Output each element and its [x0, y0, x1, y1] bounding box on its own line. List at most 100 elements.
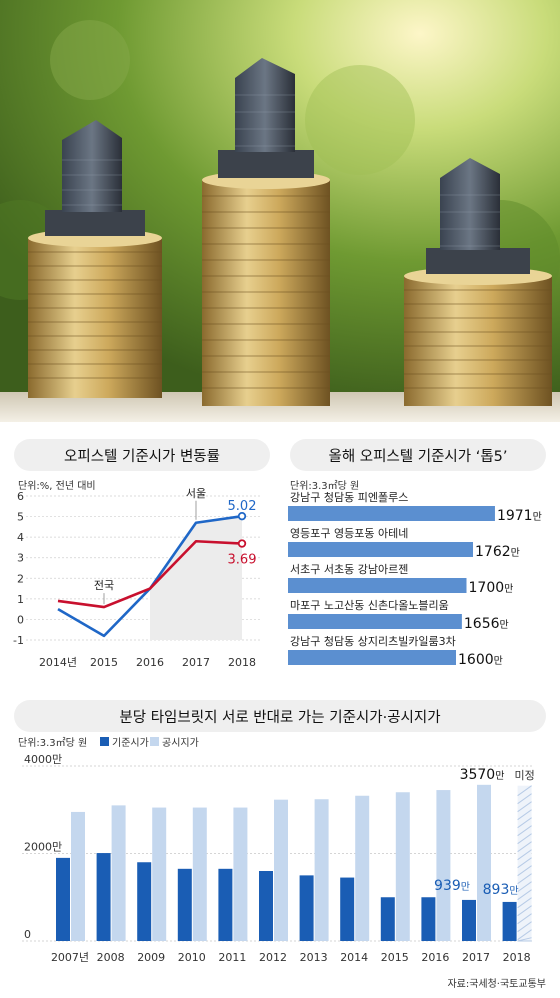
pending-hatch	[517, 913, 532, 925]
pending-hatch	[517, 817, 532, 829]
top5-value-label: 1762만	[475, 544, 520, 560]
bar-base-price	[380, 897, 395, 941]
top5-chart-title: 올해 오피스텔 기준시가 ‘톱5’	[290, 439, 546, 471]
pending-hatch	[517, 905, 532, 917]
end-value-label: 5.02	[228, 499, 257, 514]
top5-chart-unit: 단위:3.3㎡당 원	[290, 481, 360, 492]
bar-official-price	[477, 784, 491, 941]
x-tick-label: 2007년	[51, 951, 89, 964]
top5-bar	[288, 542, 474, 557]
top5-item-label: 서초구 서초동 강남아르젠	[290, 563, 408, 576]
y-tick-label: 2000만	[24, 841, 62, 854]
x-tick-label: 2011	[218, 951, 246, 964]
pending-hatch	[517, 937, 532, 942]
bar-chart-unit: 단위:3.3㎡당 원	[18, 736, 87, 749]
bar-base-price	[502, 901, 517, 941]
top5-item-label: 마포구 노고산동 신촌다올노블리움	[290, 599, 449, 612]
pending-hatch	[517, 873, 532, 885]
y-tick-label: 6	[17, 490, 24, 503]
x-tick-label: 2017	[462, 951, 490, 964]
pending-hatch	[517, 833, 532, 845]
pending-hatch	[517, 849, 532, 861]
top5-bar	[288, 506, 495, 521]
y-tick-label: 0	[17, 613, 24, 626]
y-tick-label: 5	[17, 511, 24, 524]
y-tick-label: 1	[17, 593, 24, 606]
pending-hatch	[517, 785, 532, 797]
line-chart: 6 5 4 3 2 1 0 -1 2014년 2015 2016 2017 2018 5.02 3.69 서울…	[13, 488, 262, 669]
bar-base-price	[56, 857, 70, 941]
bar-base-price	[259, 871, 273, 941]
pending-hatch	[517, 793, 532, 805]
line-chart-title: 오피스텔 기준시가 변동률	[14, 439, 270, 471]
legend-swatch	[100, 737, 109, 746]
bar-official-price	[111, 805, 126, 941]
bar-official-price	[274, 799, 288, 941]
legend-label: 공시지가	[162, 737, 199, 749]
bar-value-label: 939만	[434, 878, 470, 894]
x-tick-label: 2008	[97, 951, 125, 964]
bar-official-price	[192, 807, 207, 941]
hero-illustration	[0, 0, 560, 422]
pending-hatch	[517, 857, 532, 869]
top5-bar	[288, 578, 467, 593]
pending-bar-bg	[517, 785, 532, 941]
bar-base-price	[137, 862, 152, 941]
series-name-label: 전국	[94, 579, 114, 592]
legend-label: 기준시가	[112, 737, 149, 749]
bar-official-price	[71, 811, 85, 941]
top5-value-label: 1700만	[469, 580, 514, 596]
bar-official-price	[436, 790, 451, 941]
bar-official-price	[395, 792, 410, 941]
end-marker	[237, 511, 247, 521]
x-tick-label: 2009	[137, 951, 165, 964]
top5-item-label: 강남구 청담동 피엔폴루스	[290, 491, 408, 504]
y-tick-label: 3	[17, 552, 24, 565]
top5-item-label: 강남구 청담동 상지리츠빌카일룸3차	[290, 634, 456, 648]
grouped-bar-chart: 단위:3.3㎡당 원 기준시가 공시지가 4000만 2000만 0 2007년 2008 20…	[18, 736, 535, 964]
end-value-label: 3.69	[228, 553, 257, 568]
bar-base-price	[218, 868, 233, 941]
pending-hatch	[517, 801, 532, 813]
pending-hatch	[517, 921, 532, 933]
x-tick-label: 2015	[90, 656, 118, 669]
series-line-2	[57, 539, 243, 609]
x-tick-label: 2016	[136, 656, 164, 669]
top5-value-label: 1600만	[458, 652, 503, 668]
top5-value-label: 1656만	[464, 616, 509, 632]
y-tick-label: 2	[17, 572, 24, 585]
y-tick-label: 0	[24, 928, 31, 941]
bar-base-price	[177, 868, 192, 941]
bar-official-price	[314, 799, 329, 941]
end-marker	[237, 539, 247, 548]
bar-value-label: 3570만	[460, 767, 505, 783]
legend-swatch	[150, 737, 159, 746]
bar-base-price	[421, 897, 436, 941]
y-tick-label: 4	[17, 531, 24, 544]
series-name-label: 서울	[186, 488, 206, 500]
pending-hatch	[517, 809, 532, 821]
pending-hatch	[517, 889, 532, 901]
bar-base-price	[462, 899, 476, 941]
x-tick-label: 2016	[421, 951, 449, 964]
x-tick-label: 2014	[340, 951, 368, 964]
line-chart-unit: 단위:%, 전년 대비	[18, 481, 96, 492]
y-tick-label: -1	[13, 634, 24, 647]
pending-hatch	[517, 865, 532, 877]
top5-item-label: 영등포구 영등포동 아테네	[290, 527, 408, 540]
bar-base-price	[96, 853, 111, 941]
bar-official-price	[233, 807, 248, 941]
x-tick-label: 2017	[182, 656, 210, 669]
x-tick-label: 2010	[178, 951, 206, 964]
top5-value-label: 1971만	[497, 508, 542, 524]
bar-value-label: 893만	[483, 882, 519, 898]
x-tick-label: 2018	[503, 951, 531, 964]
bar-official-price	[152, 807, 167, 941]
pending-hatch	[517, 841, 532, 853]
bar-official-pending	[517, 785, 532, 942]
x-tick-label: 2014년	[39, 656, 77, 669]
bar-base-price	[340, 877, 355, 941]
bar-base-price	[299, 875, 314, 941]
bar-official-price	[355, 795, 370, 941]
